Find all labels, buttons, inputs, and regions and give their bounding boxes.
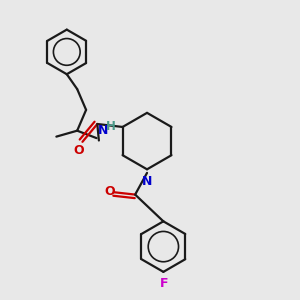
Text: N: N (142, 175, 152, 188)
Text: O: O (104, 185, 115, 198)
Text: O: O (74, 144, 84, 157)
Text: F: F (160, 277, 168, 290)
Text: H: H (105, 120, 115, 133)
Text: N: N (98, 124, 108, 137)
